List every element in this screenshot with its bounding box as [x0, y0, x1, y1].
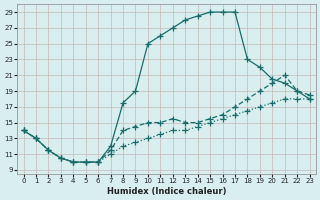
X-axis label: Humidex (Indice chaleur): Humidex (Indice chaleur) [107, 187, 226, 196]
